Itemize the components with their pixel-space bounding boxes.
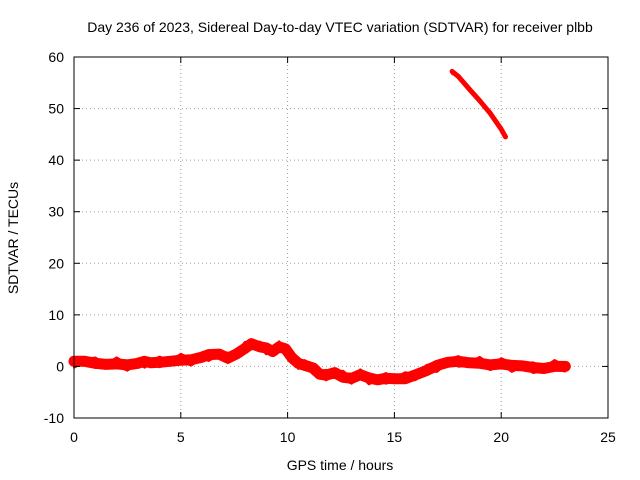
y-tick-label: 60	[48, 49, 64, 65]
x-tick-label: 5	[177, 429, 185, 445]
series-line-2-strand	[451, 72, 507, 139]
x-tick-label: 0	[70, 429, 78, 445]
y-tick-label: 0	[56, 358, 64, 374]
series-line-1-strand	[73, 340, 567, 379]
series-line-1-strand	[73, 346, 567, 386]
x-tick-label: 15	[387, 429, 403, 445]
series-line-2-strand	[451, 68, 507, 136]
x-tick-label: 25	[600, 429, 616, 445]
y-tick-label: 30	[48, 204, 64, 220]
y-tick-label: 20	[48, 255, 64, 271]
chart-title: Day 236 of 2023, Sidereal Day-to-day VTE…	[87, 19, 593, 35]
series-layer	[68, 68, 571, 386]
y-axis-title: SDTVAR / TECUs	[5, 182, 21, 294]
y-tick-label: 10	[48, 307, 64, 323]
y-tick-label: -10	[44, 410, 64, 426]
y-tick-label: 40	[48, 152, 64, 168]
x-tick-label: 10	[280, 429, 296, 445]
plot-frame	[73, 56, 609, 419]
x-tick-label: 20	[493, 429, 509, 445]
tick-layer: 0 5 10 15 20 25 -10 0 10 20 30 40 50 60	[44, 49, 616, 445]
x-axis-title: GPS time / hours	[287, 457, 394, 473]
y-tick-label: 50	[48, 101, 64, 117]
